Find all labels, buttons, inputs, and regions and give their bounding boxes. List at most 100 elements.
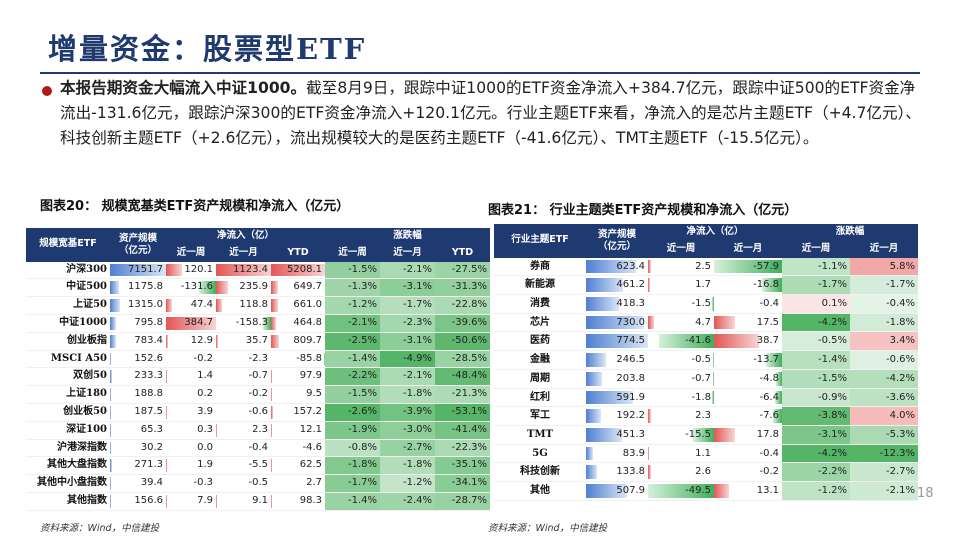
value-bar-cell: 384.7 (166, 314, 216, 333)
row-name-cell: 其他 (494, 481, 586, 501)
value-bar-cell: 83.9 (586, 444, 648, 464)
data-bar (586, 446, 593, 461)
cell-value: 1123.4 (233, 263, 268, 275)
change-pct-cell: -1.3% (325, 278, 381, 298)
cell-value: 12.1 (299, 423, 323, 435)
change-pct-cell: -35.1% (435, 456, 491, 476)
data-bar (271, 370, 272, 384)
cell-value: 9.5 (306, 388, 323, 400)
change-pct-cell: -3.9% (380, 403, 436, 422)
row-name-cell: 上证180 (26, 385, 110, 404)
value-bar-cell: 152.6 (110, 350, 166, 369)
change-pct-cell: -1.4% (325, 492, 381, 511)
value-bar-cell: -4.6 (271, 439, 326, 458)
header-cell: YTD (435, 244, 491, 262)
value-bar-cell: 2.3 (216, 421, 271, 440)
value-bar-cell: 12.1 (271, 421, 326, 440)
caption-table-21: 图表21： 行业主题类ETF资产规模和净流入（亿元） (488, 203, 798, 218)
value-bar-cell: -1.8 (648, 388, 714, 408)
table-header-row: 规模宽基ETF 资产规模（亿元） 净流入（亿） 涨跌幅 (26, 228, 491, 262)
table-row: 其他指数 156.6 7.9 9.1 98.3 -1.4% -2.4% -28.7% (26, 492, 491, 511)
cell-value: -2.3 (248, 352, 268, 364)
cell-value: -0.7 (248, 370, 268, 382)
table-row: 芯片 730.0 4.7 17.5 -4.2% -1.8% (494, 313, 919, 333)
bullet-icon (42, 86, 52, 96)
cell-value: -57.9 (753, 260, 780, 272)
cell-value: 4.7 (695, 316, 711, 328)
data-bar (693, 427, 714, 442)
change-pct-cell: -2.1% (380, 261, 436, 280)
data-bar (714, 427, 735, 442)
change-pct-cell: -1.7% (325, 474, 381, 493)
broad-etf-table: 规模宽基ETF 资产规模（亿元） 净流入（亿） 涨跌幅 近一周 近一月 YTD … (26, 228, 491, 511)
change-pct-cell: -2.4% (380, 492, 436, 511)
data-bar (216, 334, 218, 348)
value-bar-cell: -0.2 (166, 350, 216, 369)
value-bar-cell: -158.3 (216, 314, 271, 333)
cell-value: 451.3 (616, 428, 645, 440)
change-pct-cell: -3.1% (380, 332, 436, 351)
value-bar-cell: -0.6 (216, 403, 271, 422)
value-bar-cell: 187.5 (110, 403, 166, 422)
cell-value: -0.2 (759, 466, 780, 478)
change-pct-cell: 4.0% (850, 406, 919, 426)
data-bar (714, 484, 730, 498)
value-bar-cell: 2.3 (648, 406, 714, 426)
cell-value: 35.7 (245, 334, 268, 346)
change-pct-cell: -2.7% (850, 462, 919, 483)
cell-value: -0.4 (248, 441, 268, 453)
value-bar-cell: -0.4 (216, 439, 271, 458)
cell-value: -0.5 (248, 477, 268, 489)
value-bar-cell: -0.4 (714, 294, 783, 314)
cell-value: -0.2 (248, 388, 268, 400)
table-row: 券商 623.4 2.5 -57.9 -1.1% 5.8% (494, 257, 919, 277)
value-bar-cell: -6.4 (714, 388, 783, 408)
cell-value: 661.0 (293, 299, 323, 311)
value-bar-cell: 0.2 (166, 385, 216, 404)
value-bar-cell: 17.5 (714, 313, 783, 333)
table-row: 科技创新 133.8 2.6 -0.2 -2.2% -2.7% (494, 462, 919, 483)
table-header-row: 行业主题ETF 资产规模（亿元） 净流入（亿） 涨跌幅 (494, 224, 919, 258)
data-bar (586, 465, 597, 480)
cell-value: 38.7 (756, 335, 780, 347)
row-name-cell: 中证1000 (26, 314, 110, 333)
change-pct-cell: -0.4% (850, 294, 919, 314)
value-bar-cell: 507.9 (586, 481, 648, 501)
row-name-cell: 其他指数 (26, 492, 110, 511)
data-bar (110, 352, 112, 366)
data-bar (714, 334, 760, 349)
data-bar (762, 278, 783, 292)
value-bar-cell: 65.3 (110, 421, 166, 440)
row-name-cell: 其他中小盘指数 (26, 474, 110, 493)
value-bar-cell: 451.3 (586, 425, 648, 445)
data-bar (776, 371, 783, 386)
cell-value: 39.4 (140, 477, 163, 489)
row-name-cell: 周期 (494, 369, 586, 389)
value-bar-cell: -0.2 (216, 385, 271, 404)
cell-value: 7.9 (197, 494, 213, 506)
row-name-cell: 中证500 (26, 278, 110, 298)
data-bar (110, 299, 121, 312)
row-name-cell: 创业板50 (26, 403, 110, 422)
data-bar (271, 263, 326, 277)
cell-value: 192.2 (616, 410, 645, 422)
value-bar-cell: 623.4 (586, 257, 648, 277)
row-name-cell: 深证100 (26, 421, 110, 440)
change-pct-cell: -0.8% (325, 439, 381, 458)
change-pct-cell: -1.2% (325, 296, 381, 315)
data-bar (586, 390, 634, 405)
cell-value: 187.5 (134, 405, 163, 417)
source-note: 资料来源：Wind，中信建投 (488, 523, 608, 534)
caption-table-20: 图表20： 规模宽基类ETF资产规模和净流入（亿元） (40, 199, 350, 214)
data-bar (648, 259, 652, 274)
change-pct-cell: -2.6% (325, 403, 381, 422)
row-name-cell: 沪港深指数 (26, 439, 110, 458)
cell-value: 7151.7 (128, 263, 163, 275)
value-bar-cell: 97.9 (271, 367, 326, 387)
cell-value: -0.6 (248, 405, 268, 417)
cell-value: 2.3 (252, 423, 268, 435)
cell-value: 2.6 (695, 466, 711, 478)
change-pct-cell: -1.5% (782, 369, 851, 389)
summary-paragraph: 本报告期资金大幅流入中证1000。截至8月9日，跟踪中证1000的ETF资金净流… (60, 76, 922, 151)
cell-value: 461.2 (616, 279, 645, 291)
